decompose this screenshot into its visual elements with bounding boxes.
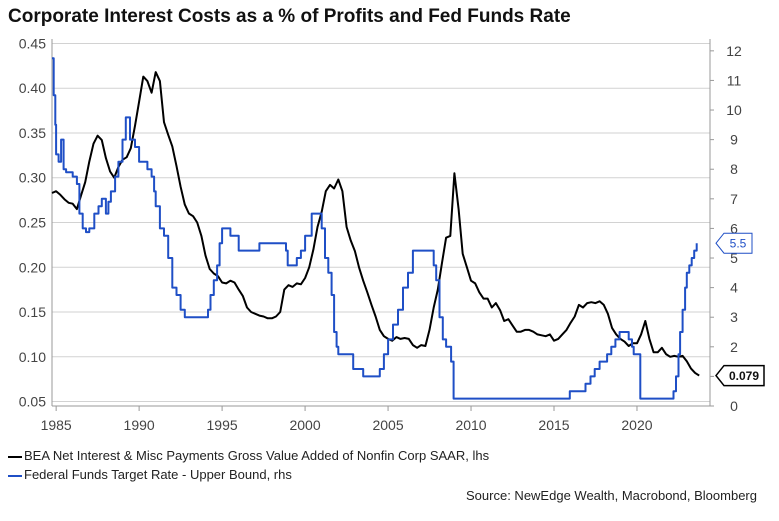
y-right-tick-label: 5 bbox=[730, 250, 738, 266]
interest-end-callout bbox=[715, 364, 765, 387]
x-tick-label: 2020 bbox=[621, 417, 652, 433]
x-tick-label: 2005 bbox=[372, 417, 403, 433]
y-left-tick-label: 0.35 bbox=[19, 125, 46, 141]
y-right-tick-label: 4 bbox=[730, 280, 738, 296]
x-tick-label: 1990 bbox=[124, 417, 155, 433]
y-right-tick-label: 7 bbox=[730, 191, 738, 207]
y-right-tick-label: 11 bbox=[727, 72, 742, 88]
y-left-tick-label: 0.30 bbox=[19, 170, 46, 186]
y-right-tick-label: 6 bbox=[730, 220, 738, 236]
x-tick-label: 2010 bbox=[455, 417, 486, 433]
y-right-tick-label: 0 bbox=[730, 398, 738, 414]
y-right-tick-label: 9 bbox=[730, 132, 738, 148]
fed-funds-end-label: 5.5 bbox=[730, 237, 747, 251]
y-left-tick-label: 0.15 bbox=[19, 304, 46, 320]
legend-item-interest: BEA Net Interest & Misc Payments Gross V… bbox=[8, 448, 489, 463]
x-tick-label: 1985 bbox=[41, 417, 72, 433]
legend-swatch-black bbox=[8, 455, 22, 458]
y-left-tick-label: 0.20 bbox=[19, 259, 46, 275]
y-right-tick-label: 10 bbox=[726, 102, 742, 118]
chart-title: Corporate Interest Costs as a % of Profi… bbox=[8, 6, 571, 27]
y-right-tick-label: 8 bbox=[730, 161, 738, 177]
interest-cost-line bbox=[51, 71, 700, 377]
y-left-tick-label: 0.05 bbox=[19, 394, 46, 410]
fed-funds-line bbox=[52, 57, 698, 400]
legend-item-fedfunds: Federal Funds Target Rate - Upper Bound,… bbox=[8, 467, 292, 482]
chart-plot: 0.05 0.10 0.15 0.20 0.25 0.30 0.35 0.40 0.45 0 12 3… bbox=[19, 35, 765, 433]
y-left-tick-label: 0.10 bbox=[19, 349, 46, 365]
y-right-tick-label: 3 bbox=[730, 309, 738, 325]
legend-label-interest: BEA Net Interest & Misc Payments Gross V… bbox=[24, 448, 490, 463]
interest-end-label: 0.079 bbox=[729, 369, 759, 383]
legend-swatch-blue bbox=[8, 474, 22, 477]
fed-funds-end-callout bbox=[715, 232, 753, 254]
y-left-tick-label: 0.45 bbox=[19, 35, 46, 51]
y-right-tick-label: 12 bbox=[726, 43, 742, 59]
x-tick-label: 1995 bbox=[207, 417, 238, 433]
x-tick-label: 2000 bbox=[289, 417, 320, 433]
chart-source: Source: NewEdge Wealth, Macrobond, Bloom… bbox=[466, 488, 757, 503]
x-tick-label: 2015 bbox=[538, 417, 569, 433]
y-right-tick-label: 2 bbox=[730, 339, 738, 355]
y-left-tick-label: 0.40 bbox=[19, 80, 46, 96]
y-left-tick-label: 0.25 bbox=[19, 215, 46, 231]
legend-label-fedfunds: Federal Funds Target Rate - Upper Bound,… bbox=[24, 467, 292, 482]
